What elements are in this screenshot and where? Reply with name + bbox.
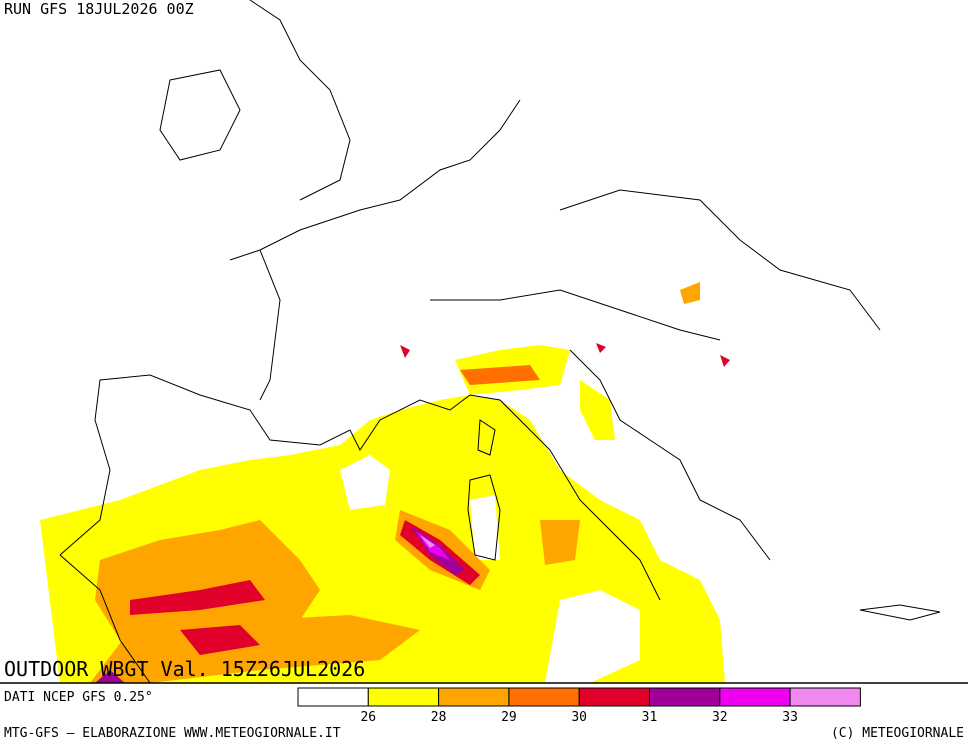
credit-label: MTG-GFS — ELABORAZIONE WWW.METEOGIORNALE… <box>4 726 341 741</box>
legend-swatch <box>367 687 440 707</box>
legend-label: 31 <box>642 710 658 725</box>
legend-swatch <box>438 687 510 707</box>
legend-swatch <box>297 687 369 707</box>
legend-swatch <box>649 687 721 707</box>
legend-swatch <box>508 687 580 707</box>
legend-swatch <box>578 687 651 707</box>
legend-label: 30 <box>571 710 587 725</box>
legend: 26 28 29 30 31 32 33 <box>297 687 861 725</box>
legend-label: 32 <box>712 710 728 725</box>
run-label: RUN GFS 18JUL2026 00Z <box>4 0 194 18</box>
coastlines <box>59 0 941 684</box>
source-label: DATI NCEP GFS 0.25° <box>4 690 153 705</box>
map-title: OUTDOOR WBGT Val. 15Z26JUL2026 <box>4 657 365 681</box>
legend-label: 33 <box>782 710 798 725</box>
legend-label: 26 <box>360 710 376 725</box>
legend-label: 28 <box>431 710 447 725</box>
copyright-label: (C) METEOGIORNALE <box>831 726 964 741</box>
legend-swatch <box>789 687 861 707</box>
heat-fields <box>40 282 730 683</box>
legend-swatch <box>719 687 791 707</box>
legend-label: 29 <box>501 710 517 725</box>
